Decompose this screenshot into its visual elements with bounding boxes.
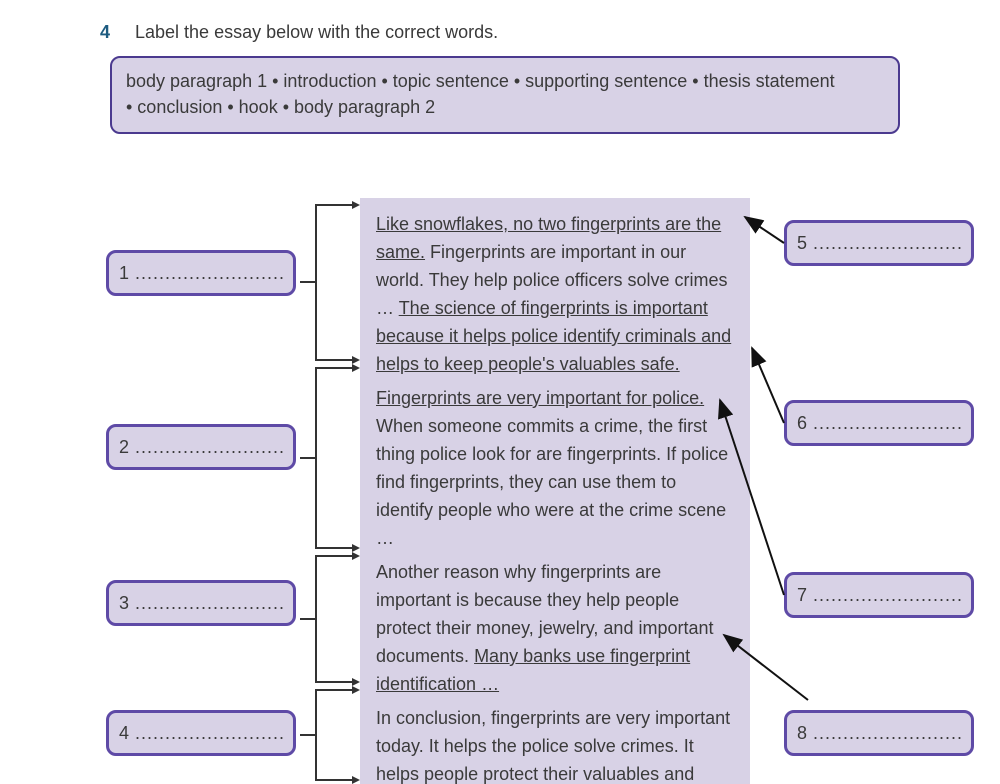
answer-blank-4[interactable]: .................................. (135, 723, 283, 744)
answer-box-2[interactable]: 2 .................................. (106, 424, 296, 470)
question-number: 4 (100, 22, 110, 43)
answer-box-6[interactable]: 6 .................................. (784, 400, 974, 446)
answer-blank-2[interactable]: .................................. (135, 437, 283, 458)
answer-blank-8[interactable]: .................................. (813, 723, 961, 744)
answer-blank-3[interactable]: .................................. (135, 593, 283, 614)
answer-number-3: 3 (119, 593, 129, 614)
essay-paragraph-3: Another reason why fingerprints are impo… (376, 558, 734, 698)
arrow-5 (745, 217, 784, 243)
answer-blank-6[interactable]: .................................. (813, 413, 961, 434)
worksheet-page: 4 Label the essay below with the correct… (0, 0, 1000, 784)
answer-box-8[interactable]: 8 .................................. (784, 710, 974, 756)
answer-box-5[interactable]: 5 .................................. (784, 220, 974, 266)
answer-blank-1[interactable]: .................................. (135, 263, 283, 284)
thesis-statement: The science of fingerprints is important… (376, 298, 731, 374)
wordbank-line-1: body paragraph 1 • introduction • topic … (126, 68, 884, 94)
bracket-2 (300, 364, 360, 552)
answer-box-4[interactable]: 4 .................................. (106, 710, 296, 756)
answer-blank-7[interactable]: .................................. (813, 585, 961, 606)
question-text: Label the essay below with the correct w… (135, 22, 498, 43)
essay-body: Like snowflakes, no two fingerprints are… (360, 198, 750, 784)
answer-number-2: 2 (119, 437, 129, 458)
answer-number-4: 4 (119, 723, 129, 744)
answer-number-5: 5 (797, 233, 807, 254)
answer-number-1: 1 (119, 263, 129, 284)
answer-box-1[interactable]: 1 .................................. (106, 250, 296, 296)
wordbank-line-2: • conclusion • hook • body paragraph 2 (126, 94, 884, 120)
topic-sentence-1: Fingerprints are very important for poli… (376, 388, 704, 408)
answer-number-8: 8 (797, 723, 807, 744)
answer-number-7: 7 (797, 585, 807, 606)
answer-blank-5[interactable]: .................................. (813, 233, 961, 254)
bracket-1 (300, 201, 360, 364)
word-bank: body paragraph 1 • introduction • topic … (110, 56, 900, 134)
arrow-6 (752, 348, 784, 423)
answer-number-6: 6 (797, 413, 807, 434)
answer-box-3[interactable]: 3 .................................. (106, 580, 296, 626)
bracket-3 (300, 552, 360, 686)
essay-paragraph-1: Like snowflakes, no two fingerprints are… (376, 210, 734, 378)
essay-paragraph-2: Fingerprints are very important for poli… (376, 384, 734, 552)
essay-paragraph-4: In conclusion, fingerprints are very imp… (376, 704, 734, 784)
bracket-4 (300, 686, 360, 784)
body1-text: When someone commits a crime, the first … (376, 416, 728, 548)
answer-box-7[interactable]: 7 .................................. (784, 572, 974, 618)
